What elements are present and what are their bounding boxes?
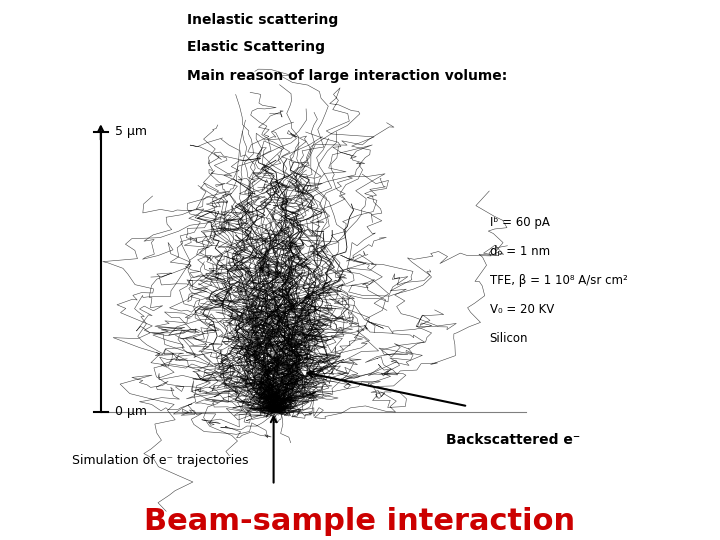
Text: Iᵇ = 60 pA: Iᵇ = 60 pA (490, 217, 549, 230)
Text: 5 μm: 5 μm (115, 125, 147, 138)
Text: Silicon: Silicon (490, 333, 528, 346)
Text: Elastic Scattering: Elastic Scattering (187, 39, 325, 53)
Text: V₀ = 20 KV: V₀ = 20 KV (490, 303, 554, 316)
Text: Simulation of e⁻ trajectories: Simulation of e⁻ trajectories (72, 454, 248, 467)
Text: Beam-sample interaction: Beam-sample interaction (145, 507, 575, 536)
Text: TFE, β = 1 10⁸ A/sr cm²: TFE, β = 1 10⁸ A/sr cm² (490, 274, 627, 287)
Text: Main reason of large interaction volume:: Main reason of large interaction volume: (187, 69, 508, 83)
Text: 0 μm: 0 μm (115, 405, 147, 418)
Text: dₚ = 1 nm: dₚ = 1 nm (490, 245, 550, 258)
Text: Inelastic scattering: Inelastic scattering (187, 13, 338, 27)
Text: Backscattered e⁻: Backscattered e⁻ (446, 433, 580, 447)
